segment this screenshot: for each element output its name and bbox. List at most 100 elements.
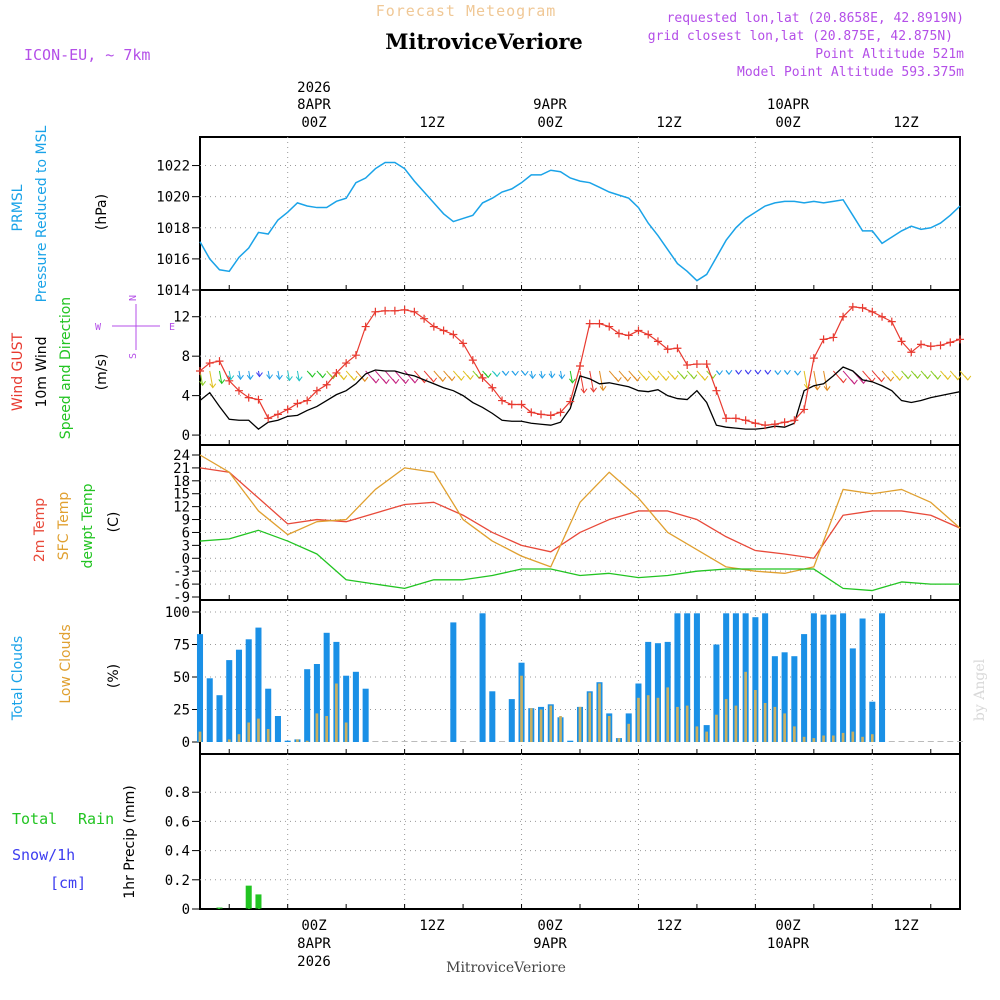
gust-marker (809, 354, 818, 363)
wind-arrow-head (744, 369, 752, 375)
gust-marker (381, 306, 390, 315)
gust-marker (829, 333, 838, 342)
gust-marker (868, 307, 877, 316)
low-cloud-bar (793, 726, 796, 742)
total-cloud-bar (898, 741, 905, 742)
wind-arrow-head (580, 388, 588, 394)
gust-marker (887, 317, 896, 326)
wind-direction-arrow (296, 370, 300, 381)
compass-w: W (95, 322, 102, 333)
label-total-clouds: Total Clouds (10, 636, 26, 721)
gust-marker (459, 339, 468, 348)
wind-arrow-head (964, 375, 972, 381)
gust-marker (371, 307, 380, 316)
panel-frame (199, 136, 961, 291)
bottom-date-8apr: 8APR (297, 936, 331, 952)
total-cloud-bar (284, 740, 291, 742)
wind-direction-arrow (218, 370, 223, 384)
gust-marker (420, 314, 429, 323)
label-cm: [cm] (50, 874, 86, 892)
wind-arrow-head (914, 373, 921, 380)
y-tick-label: 1022 (156, 159, 190, 175)
label-precip-unit: 1hr Precip (mm) (122, 785, 138, 898)
total-cloud-bar (274, 716, 281, 742)
y-tick-label: 18 (173, 474, 190, 490)
wind-arrow-head (439, 376, 447, 383)
y-tick-label: 0 (182, 551, 190, 567)
label-sfc-temp: SFC Temp (56, 492, 72, 561)
total-cloud-bar (732, 613, 739, 742)
cloud-panel: 0 25 50 75 100 (165, 599, 964, 755)
gust-marker (780, 418, 789, 427)
label-hpa: (hPa) (94, 194, 110, 230)
wind-arrow-head (735, 369, 743, 375)
y-tick-label: 1014 (156, 283, 190, 299)
low-cloud-bar (198, 731, 202, 742)
total-cloud-bar (791, 656, 798, 742)
total-cloud-bar (849, 648, 856, 742)
low-cloud-bar (539, 709, 543, 742)
total-cloud-bar (752, 617, 759, 742)
label-celsius: (C) (106, 512, 122, 533)
gust-marker (751, 419, 760, 428)
gust-marker (312, 386, 321, 395)
top-tick-1: 12Z (419, 115, 444, 131)
gust-marker (342, 359, 351, 368)
low-cloud-bar (666, 687, 670, 742)
gust-marker (556, 408, 565, 417)
wind-direction-arrow (540, 370, 543, 379)
total-cloud-bar (947, 741, 954, 742)
gust-marker (576, 362, 584, 371)
wind-arrow-head (218, 379, 226, 385)
bottom-tick-4: 00Z (775, 918, 800, 934)
y-tick-label: 50 (173, 670, 190, 686)
low-cloud-bar (812, 738, 816, 742)
wind-direction-arrow (530, 370, 534, 379)
total-cloud-bar (908, 741, 915, 742)
wind-direction-arrow (803, 370, 808, 389)
bottom-date-year: 2026 (297, 954, 331, 970)
precip-labels: Total Rain Snow/1h [cm] 1hr Precip (mm) (12, 785, 138, 898)
total-cloud-bar (693, 613, 700, 742)
gust-marker (917, 340, 926, 349)
gust-marker (449, 330, 458, 339)
y-tick-label: 15 (173, 487, 190, 503)
gust-marker (244, 393, 253, 402)
low-cloud-bar (266, 729, 270, 742)
y-tick-label: 0.4 (165, 844, 190, 860)
total-cloud-bar (372, 741, 379, 742)
y-tick-label: 0.2 (165, 873, 190, 889)
gust-marker (663, 345, 672, 354)
low-cloud-bar (520, 675, 523, 742)
total-cloud-bar (226, 660, 233, 742)
y-tick-label: 24 (173, 448, 190, 464)
gust-marker (731, 414, 740, 423)
gust-marker (595, 319, 604, 328)
gust-marker (624, 331, 633, 340)
wind-direction-arrow (560, 370, 563, 379)
gust-marker (410, 307, 419, 316)
wind-compass: N W E S (95, 295, 175, 359)
wind-arrow-head (614, 377, 622, 383)
total-cloud-bar (391, 741, 398, 742)
gust-marker (400, 305, 409, 314)
gust-marker (653, 337, 662, 346)
low-cloud-bar (695, 726, 699, 742)
wind-arrow-head (774, 370, 782, 376)
y-tick-label: 3 (182, 538, 190, 554)
top-time-axis: 2026 8APR 9APR 10APR 00Z 12Z 00Z 12Z 00Z… (297, 80, 919, 131)
low-cloud-bar (335, 683, 338, 742)
wind-arrow-head (904, 374, 912, 380)
rain-bar (245, 885, 252, 909)
low-cloud-bar (870, 734, 874, 742)
gust-marker (897, 337, 906, 346)
total-cloud-bar (645, 641, 652, 742)
total-cloud-bar (859, 618, 866, 742)
wind-arrow-head (529, 374, 537, 380)
wind-arrow-head (934, 374, 942, 380)
total-cloud-bar (820, 614, 827, 742)
y-tick-label: -3 (173, 564, 190, 580)
footer-station: MitroviceVeriore (446, 960, 566, 976)
low-cloud-bar (822, 735, 825, 742)
